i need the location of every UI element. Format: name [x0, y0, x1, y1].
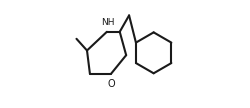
Text: NH: NH: [101, 17, 114, 27]
Text: O: O: [108, 79, 115, 89]
